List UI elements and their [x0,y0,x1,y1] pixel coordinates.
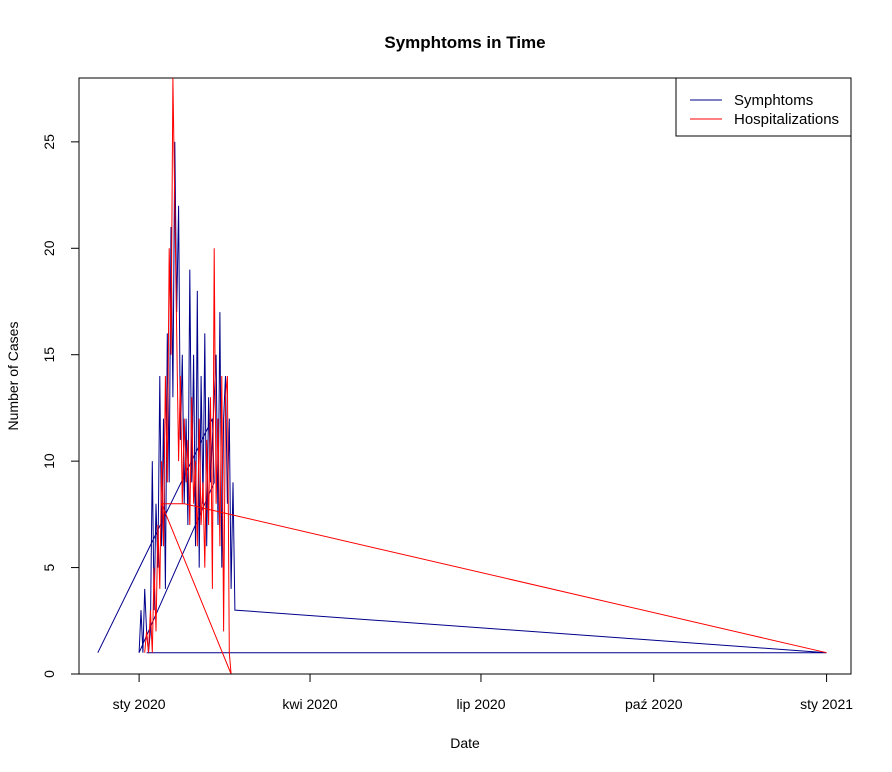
legend-box [675,77,852,137]
x-tick-label: sty 2020 [113,696,166,712]
y-tick-label: 20 [41,240,57,256]
legend: Symphtoms Hospitalizations [675,77,852,137]
y-tick-label: 5 [41,563,57,571]
x-axis-label: Date [450,735,480,751]
x-tick-label: sty 2021 [800,696,853,712]
y-tick-label: 25 [41,134,57,150]
x-tick-label: paź 2020 [625,696,683,712]
y-tick-label: 15 [41,347,57,363]
x-axis-ticks: sty 2020 kwi 2020 lip 2020 paź 2020 sty 2021 [113,674,853,712]
series-line-0 [97,141,827,654]
y-axis-ticks: 0 5 10 15 20 25 [41,134,79,678]
y-tick-label: 10 [41,453,57,469]
x-tick-label: kwi 2020 [282,696,337,712]
series-layer [97,77,827,675]
legend-label-1: Hospitalizations [734,111,839,128]
series-line-1 [144,77,827,675]
y-tick-label: 0 [41,670,57,678]
chart-title: Symphtoms in Time [384,33,545,52]
y-axis-label: Number of Cases [5,322,21,431]
legend-label-0: Symphtoms [734,92,813,109]
x-tick-label: lip 2020 [456,696,505,712]
